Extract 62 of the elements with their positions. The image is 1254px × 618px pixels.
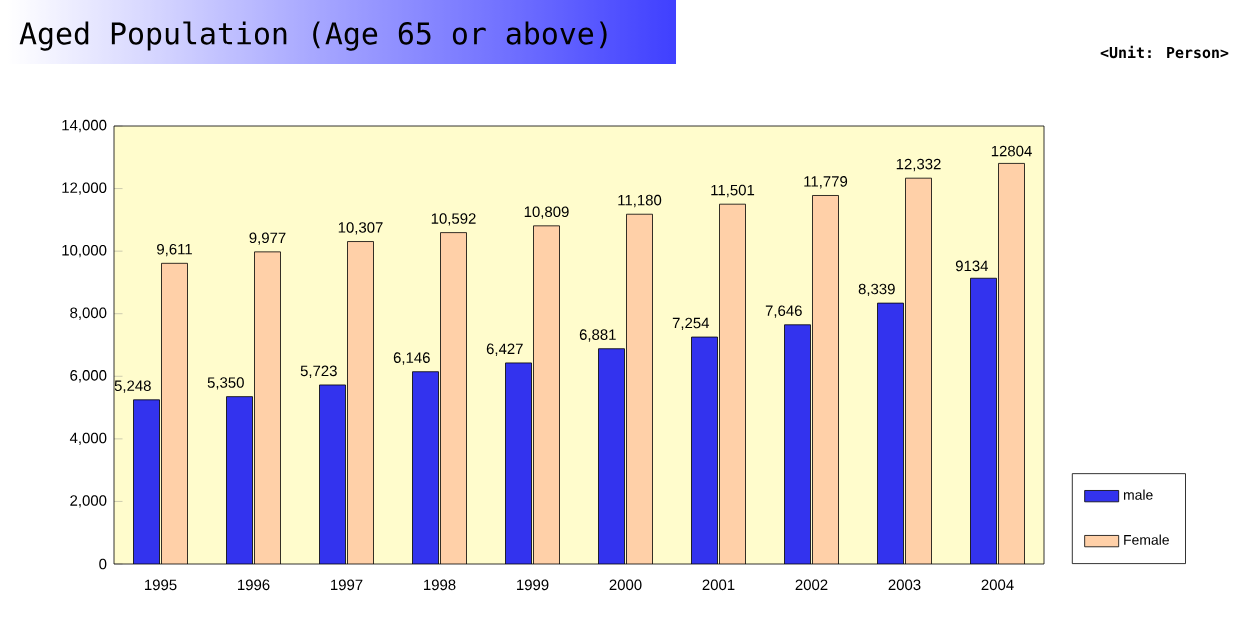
data-label: 12804 [991, 145, 1032, 157]
bar [598, 348, 625, 564]
data-label: 5,248 [114, 380, 151, 393]
x-tick-label: 2004 [981, 579, 1014, 591]
bar [719, 203, 746, 564]
y-tick-label: 0 [99, 558, 107, 570]
legend-label: male [1123, 489, 1153, 500]
bar [998, 163, 1025, 564]
x-tick-label: 1995 [145, 579, 177, 591]
y-tick-label: 4,000 [69, 432, 107, 446]
x-tick-label: 2000 [609, 579, 642, 591]
data-label: 6,881 [579, 329, 616, 342]
data-label: 9,611 [157, 243, 192, 257]
x-tick-label: 2001 [702, 579, 735, 591]
data-label: 11,779 [804, 176, 848, 189]
x-tick-label: 1999 [517, 579, 549, 591]
x-tick-label: 1996 [238, 579, 270, 591]
x-tick-label: 2003 [888, 579, 921, 591]
data-label: 9,977 [249, 232, 286, 245]
bar [347, 241, 374, 564]
y-tick-label: 2,000 [70, 495, 107, 508]
bar [226, 396, 253, 564]
x-tick-label: 2002 [795, 579, 828, 591]
text: <Unit: Person> [1100, 45, 1229, 59]
data-label: 7,254 [672, 317, 710, 331]
bar [784, 324, 811, 564]
data-label: 10,809 [524, 206, 569, 219]
legend-label: Female [1124, 534, 1169, 545]
y-tick-label: 8,000 [70, 307, 107, 320]
x-tick-label: 1997 [331, 579, 363, 591]
data-label: 5,350 [207, 377, 244, 390]
data-label: 11,180 [618, 194, 662, 208]
y-tick-label: 10,000 [62, 244, 107, 258]
data-label: 9134 [955, 260, 989, 272]
bar [533, 225, 560, 564]
bar [905, 177, 932, 564]
bar [254, 251, 281, 564]
data-label: 10,592 [431, 213, 476, 226]
bar [970, 277, 997, 564]
bar [812, 195, 839, 564]
bar [691, 336, 718, 564]
data-label: 10,307 [338, 222, 383, 235]
bar [877, 302, 904, 564]
data-label: 8,339 [858, 283, 895, 297]
data-label: 12,332 [896, 158, 941, 172]
chart-title: Aged Population (Age 65 or above) [19, 21, 607, 51]
bar [133, 399, 160, 564]
y-tick-label: 12,000 [62, 182, 107, 195]
bar [440, 232, 467, 564]
data-label: 5,723 [300, 365, 337, 378]
data-label: 11,501 [711, 184, 755, 198]
y-tick-label: 14,000 [62, 119, 107, 133]
bar [319, 384, 346, 564]
data-label: 6,146 [393, 352, 430, 365]
y-tick-label: 6,000 [70, 370, 107, 383]
bar [412, 371, 439, 564]
bar [626, 213, 653, 564]
bar [161, 263, 188, 564]
data-label: 7,646 [765, 305, 802, 318]
data-label: 6,427 [486, 343, 523, 356]
x-tick-label: 1998 [424, 579, 456, 591]
bar [505, 362, 532, 564]
